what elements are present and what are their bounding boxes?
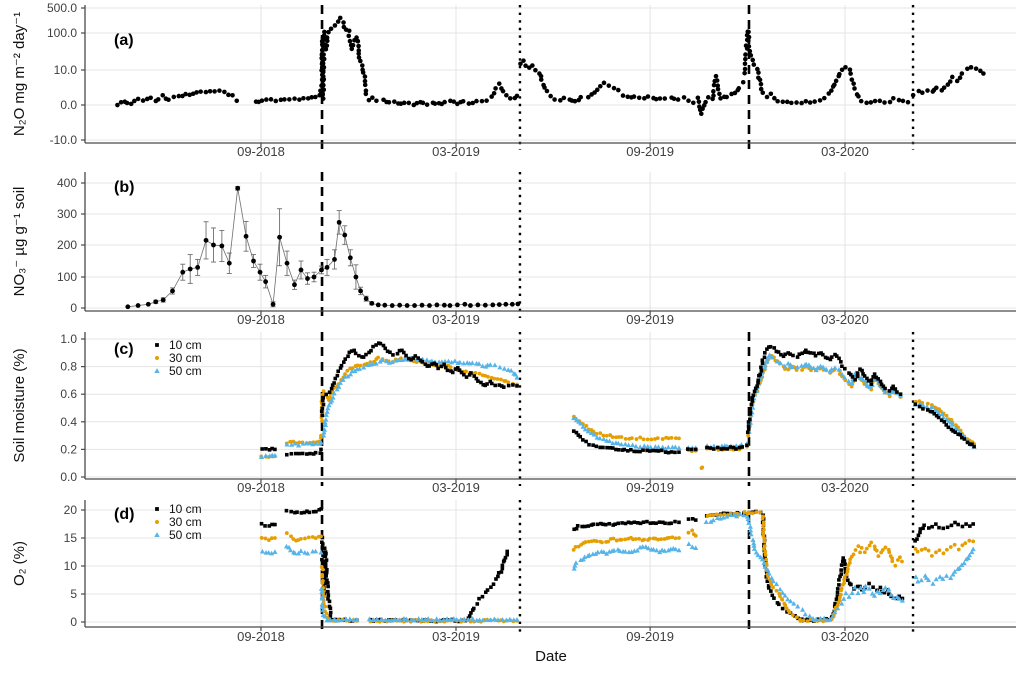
x-tick-label: 09-2019	[626, 312, 674, 327]
y-tick-label: 0.0	[60, 98, 77, 112]
y-tick-label: 0.8	[60, 360, 77, 374]
series-30-cm	[259, 510, 976, 624]
x-tick-label: 03-2019	[432, 629, 480, 644]
y-tick-label: 0.4	[60, 415, 77, 429]
x-tick-label: 09-2019	[626, 144, 674, 159]
series-N2O-flux	[115, 15, 986, 117]
gridlines	[85, 332, 1016, 479]
x-tick-label: 09-2018	[237, 480, 285, 495]
y-tick-label: 20	[64, 503, 78, 517]
panel-letter-b: (b)	[114, 179, 134, 196]
y-tick-label: 100	[57, 270, 77, 284]
legend-label: 30 cm	[169, 351, 202, 365]
gridlines	[85, 5, 1016, 143]
panel-a: 500.0 100.0 10.0 0.0 -10.0 09-2018 03-2019 09-2…	[11, 1, 1016, 159]
y-axis-title-d: O₂ (%)	[11, 541, 28, 586]
y-tick-label: 100.0	[47, 26, 77, 40]
y-tick-label: 0	[70, 615, 77, 629]
x-tick-label: 09-2019	[626, 480, 674, 495]
panel-letter-d: (d)	[114, 506, 134, 523]
x-axis-title: Date	[535, 648, 567, 665]
x-tick-label: 03-2020	[821, 480, 869, 495]
series-10-cm	[260, 341, 976, 457]
gridlines	[85, 500, 1016, 627]
y-tick-label: 10	[64, 559, 78, 573]
y-tick-label: -10.0	[50, 133, 78, 147]
panel-c: 1.0 0.8 0.6 0.4 0.2 0.0 09-2018 03-2019 09-2019 0…	[11, 332, 1016, 495]
panel-d: 20 15 10 5 0 09-2018 03-2019 09-2019 03-2020 O₂ (…	[11, 500, 1016, 644]
x-tick-label: 03-2020	[821, 312, 869, 327]
panel-letter-a: (a)	[114, 32, 134, 49]
y-tick-label: 400	[57, 176, 77, 190]
legend-label: 50 cm	[169, 528, 202, 542]
legend-label: 30 cm	[169, 515, 202, 529]
x-tick-label: 09-2019	[626, 629, 674, 644]
x-tick-label: 09-2018	[237, 144, 285, 159]
series-no3	[125, 185, 521, 310]
y-tick-label: 5	[70, 587, 77, 601]
y-axis-title-a: N₂O mg m⁻² day⁻¹	[11, 12, 28, 136]
panel-b: 400 300 200 100 0 09-2018 03-2019 09-2019 03-202…	[11, 172, 1016, 327]
x-tick-label: 03-2019	[432, 144, 480, 159]
y-tick-label: 300	[57, 207, 77, 221]
y-tick-label: 0.6	[60, 387, 77, 401]
series-50-cm	[259, 511, 976, 623]
x-tick-label: 09-2018	[237, 629, 285, 644]
y-tick-label: 0	[70, 301, 77, 315]
y-tick-label: 0.2	[60, 442, 77, 456]
y-tick-label: 1.0	[60, 332, 77, 346]
legend-label: 10 cm	[169, 338, 202, 352]
x-tick-label: 03-2020	[821, 629, 869, 644]
y-axis-title-c: Soil moisture (%)	[11, 348, 28, 462]
x-tick-label: 03-2019	[432, 480, 480, 495]
x-tick-label: 03-2020	[821, 144, 869, 159]
legend-label: 50 cm	[169, 364, 202, 378]
series-10-cm	[259, 507, 975, 624]
legend-label: 10 cm	[169, 502, 202, 516]
panel-letter-c: (c)	[114, 341, 134, 358]
gridlines	[85, 172, 1016, 311]
y-tick-label: 500.0	[47, 1, 77, 15]
y-tick-label: 15	[64, 531, 78, 545]
y-tick-label: 200	[57, 238, 77, 252]
x-tick-label: 03-2019	[432, 312, 480, 327]
x-tick-label: 09-2018	[237, 312, 285, 327]
y-axis-title-b: NO₃⁻ µg g⁻¹ soil	[11, 187, 28, 297]
y-tick-label: 0.0	[60, 470, 77, 484]
series-30-cm	[259, 353, 977, 471]
series-50-cm	[258, 352, 977, 459]
y-tick-label: 10.0	[54, 63, 78, 77]
